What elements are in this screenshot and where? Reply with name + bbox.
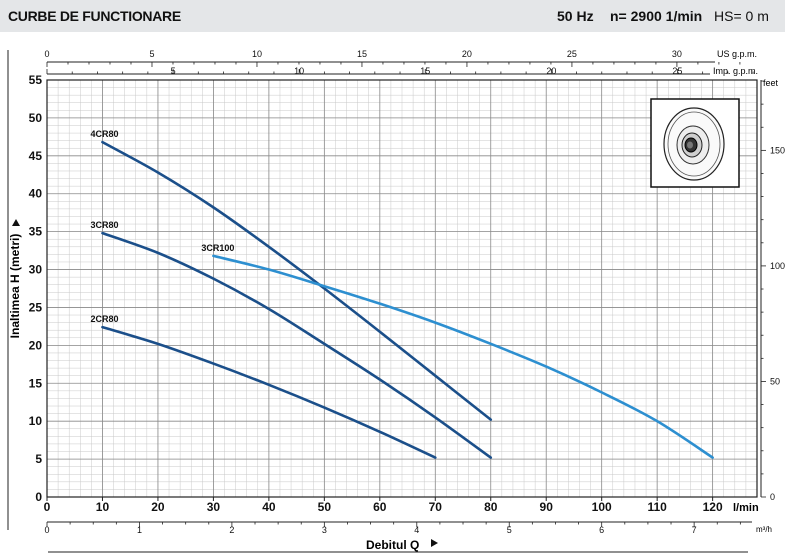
usgpm-tick-label: 20 (462, 49, 472, 59)
x-tick-label: 10 (96, 500, 110, 514)
feet-tick-label: 50 (770, 376, 780, 386)
suction-height-label: HS= 0 m (714, 8, 769, 24)
feet-tick-label: 100 (770, 261, 785, 271)
impgpm-tick-label: 25 (672, 66, 682, 76)
y-tick-label: 55 (29, 73, 43, 87)
y-tick-label: 15 (29, 376, 43, 390)
impgpm-tick-label: 20 (546, 66, 556, 76)
x-tick-label: 30 (207, 500, 221, 514)
x-tick-label: 120 (703, 500, 723, 514)
chart-title: CURBE DE FUNCTIONARE (8, 8, 181, 24)
y-tick-label: 40 (29, 187, 43, 201)
lmin-unit-label: l/min (733, 502, 759, 514)
usgpm-tick-label: 15 (357, 49, 367, 59)
impgpm-tick-label: 15 (420, 66, 430, 76)
impgpm-unit-label: Imp. g.p.m. (713, 66, 758, 76)
usgpm-tick-label: 10 (252, 49, 262, 59)
frequency-label: 50 Hz (557, 8, 594, 24)
m3h-tick-label: 4 (414, 525, 419, 535)
usgpm-tick-label: 25 (567, 49, 577, 59)
series-label-3cr100: 3CR100 (201, 243, 234, 253)
y-tick-label: 10 (29, 414, 43, 428)
x-tick-label: 80 (484, 500, 498, 514)
feet-unit-label: feet (763, 78, 779, 88)
y-tick-label: 0 (35, 490, 42, 504)
usgpm-tick-label: 5 (149, 49, 154, 59)
y-tick-label: 35 (29, 225, 43, 239)
feet-tick-label: 0 (770, 492, 775, 502)
usgpm-tick-label: 30 (672, 49, 682, 59)
x-tick-label: 0 (44, 500, 51, 514)
series-line-3cr80 (101, 231, 493, 459)
m3h-tick-label: 5 (507, 525, 512, 535)
series-line-4cr80 (101, 140, 493, 421)
m3h-tick-label: 0 (44, 525, 49, 535)
plot-frame (46, 79, 758, 498)
y-axis-arrow-icon (12, 219, 20, 226)
x-tick-label: 50 (318, 500, 332, 514)
m3h-unit-label: m³/h (756, 525, 772, 534)
m3h-tick-label: 1 (137, 525, 142, 535)
usgpm-tick-label: 0 (44, 49, 49, 59)
y-tick-label: 20 (29, 338, 43, 352)
x-axis-title: Debitul Q (366, 538, 419, 552)
usgpm-unit-label: US g.p.m. (717, 49, 757, 59)
x-tick-label: 40 (262, 500, 276, 514)
m3h-tick-label: 6 (599, 525, 604, 535)
y-tick-label: 25 (29, 300, 43, 314)
x-tick-label: 70 (429, 500, 443, 514)
series-label-4cr80: 4CR80 (90, 129, 118, 139)
x-axis-arrow-icon (431, 539, 438, 547)
y-tick-label: 5 (35, 452, 42, 466)
x-tick-label: 110 (647, 500, 667, 514)
series-label-3cr80: 3CR80 (90, 220, 118, 230)
m3h-tick-label: 2 (229, 525, 234, 535)
series-layer: 4CR80 3CR80 2CR80 3CR100 (90, 129, 714, 459)
speed-label: n= 2900 1/min (610, 8, 703, 24)
m3h-tick-label: 3 (322, 525, 327, 535)
x-tick-label: 20 (151, 500, 165, 514)
x-tick-label: 100 (592, 500, 612, 514)
tick-labels: 0 10 20 30 40 50 60 70 80 90 100 110 120051015202530… (29, 49, 785, 535)
y-axis-title: Inaltimea H (metri) (8, 234, 22, 339)
feet-tick-label: 150 (770, 145, 785, 155)
y-tick-label: 50 (29, 111, 43, 125)
y-tick-label: 45 (29, 149, 43, 163)
impgpm-tick-label: 10 (294, 66, 304, 76)
impgpm-tick-label: 5 (171, 66, 176, 76)
y-tick-label: 30 (29, 263, 43, 277)
x-tick-label: 60 (373, 500, 387, 514)
chart-header: CURBE DE FUNCTIONARE 50 Hz n= 2900 1/min… (0, 0, 785, 32)
series-label-2cr80: 2CR80 (90, 314, 118, 324)
series-line-3cr100 (212, 254, 714, 459)
pump-impeller-icon (650, 98, 740, 188)
x-tick-label: 90 (540, 500, 554, 514)
m3h-tick-label: 7 (692, 525, 697, 535)
